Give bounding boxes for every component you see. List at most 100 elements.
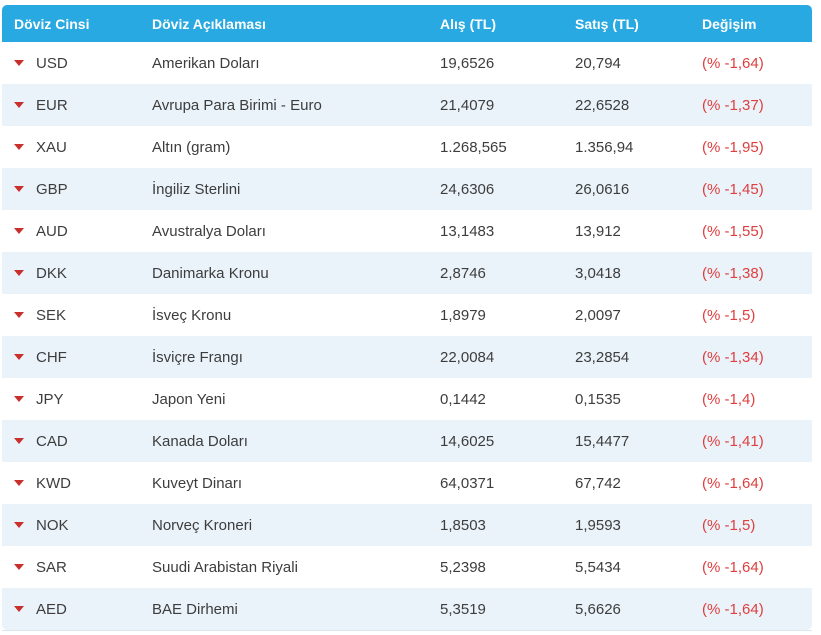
currency-code: KWD	[36, 474, 71, 492]
currency-description: İsveç Kronu	[152, 306, 232, 324]
table-row[interactable]: SAR Suudi Arabistan Riyali 5,2398 5,5434 (% …	[2, 546, 812, 588]
sell-rate: 5,5434	[575, 558, 621, 576]
currency-code-cell: SEK	[2, 307, 152, 324]
table-row[interactable]: EUR Avrupa Para Birimi - Euro 21,4079 22,65…	[2, 84, 812, 126]
table-row[interactable]: XAU Altın (gram) 1.268,565 1.356,94 (% -1,95…	[2, 126, 812, 168]
currency-description: Avrupa Para Birimi - Euro	[152, 96, 322, 114]
down-triangle-icon	[14, 102, 24, 108]
currency-code: XAU	[36, 138, 67, 156]
currency-code: AUD	[36, 222, 68, 240]
table-row[interactable]: AUD Avustralya Doları 13,1483 13,912 (% -1,5…	[2, 210, 812, 252]
change-percent: (% -1,37)	[702, 96, 764, 114]
currency-code-cell: GBP	[2, 181, 152, 198]
down-triangle-icon	[14, 354, 24, 360]
currency-description: BAE Dirhemi	[152, 600, 238, 618]
currency-code-cell: DKK	[2, 265, 152, 282]
change-percent: (% -1,64)	[702, 600, 764, 618]
table-row[interactable]: KWD Kuveyt Dinarı 64,0371 67,742 (% -1,64)	[2, 462, 812, 504]
table-row[interactable]: SEK İsveç Kronu 1,8979 2,0097 (% -1,5)	[2, 294, 812, 336]
down-triangle-icon	[14, 60, 24, 66]
table-row[interactable]: JPY Japon Yeni 0,1442 0,1535 (% -1,4)	[2, 378, 812, 420]
table-body: USD Amerikan Doları 19,6526 20,794 (% -1,64)…	[2, 42, 812, 631]
currency-description: Norveç Kroneri	[152, 516, 253, 534]
sell-rate: 67,742	[575, 474, 621, 492]
currency-code: USD	[36, 54, 68, 72]
currency-code-cell: SAR	[2, 559, 152, 576]
currency-code-cell: NOK	[2, 517, 152, 534]
buy-rate: 0,1442	[440, 390, 486, 408]
column-header-sell-rate: Satış (TL)	[575, 15, 639, 32]
currency-code: CHF	[36, 348, 67, 366]
sell-rate: 15,4477	[575, 432, 630, 450]
buy-rate: 64,0371	[440, 474, 495, 492]
currency-description: Danimarka Kronu	[152, 264, 269, 282]
currency-description: İngiliz Sterlini	[152, 180, 241, 198]
column-header-currency-description: Döviz Açıklaması	[152, 15, 266, 32]
sell-rate: 5,6626	[575, 600, 621, 618]
change-percent: (% -1,45)	[702, 180, 764, 198]
down-triangle-icon	[14, 480, 24, 486]
table-header: Döviz Cinsi Döviz Açıklaması Alış (TL) S…	[2, 5, 812, 42]
currency-description: İsviçre Frangı	[152, 348, 243, 366]
currency-code-cell: AUD	[2, 223, 152, 240]
change-percent: (% -1,95)	[702, 138, 764, 156]
down-triangle-icon	[14, 438, 24, 444]
down-triangle-icon	[14, 228, 24, 234]
currency-code: DKK	[36, 264, 67, 282]
sell-rate: 26,0616	[575, 180, 630, 198]
change-percent: (% -1,4)	[702, 390, 756, 408]
currency-description: Altın (gram)	[152, 138, 231, 156]
buy-rate: 21,4079	[440, 96, 495, 114]
sell-rate: 20,794	[575, 54, 621, 72]
currency-description: Suudi Arabistan Riyali	[152, 558, 298, 576]
down-triangle-icon	[14, 186, 24, 192]
currency-description: Kuveyt Dinarı	[152, 474, 243, 492]
buy-rate: 5,2398	[440, 558, 486, 576]
buy-rate: 1,8503	[440, 516, 486, 534]
currency-description: Amerikan Doları	[152, 54, 260, 72]
sell-rate: 2,0097	[575, 306, 621, 324]
sell-rate: 1,9593	[575, 516, 621, 534]
change-percent: (% -1,38)	[702, 264, 764, 282]
buy-rate: 22,0084	[440, 348, 495, 366]
down-triangle-icon	[14, 564, 24, 570]
currency-description: Avustralya Doları	[152, 222, 266, 240]
table-row[interactable]: USD Amerikan Doları 19,6526 20,794 (% -1,64)	[2, 42, 812, 84]
change-percent: (% -1,64)	[702, 54, 764, 72]
currency-code-cell: KWD	[2, 475, 152, 492]
currency-description: Japon Yeni	[152, 390, 226, 408]
table-row[interactable]: CAD Kanada Doları 14,6025 15,4477 (% -1,41)	[2, 420, 812, 462]
currency-code-cell: JPY	[2, 391, 152, 408]
currency-code-cell: EUR	[2, 97, 152, 114]
buy-rate: 2,8746	[440, 264, 486, 282]
currency-code-cell: CHF	[2, 349, 152, 366]
down-triangle-icon	[14, 312, 24, 318]
down-triangle-icon	[14, 522, 24, 528]
down-triangle-icon	[14, 606, 24, 612]
table-row[interactable]: AED BAE Dirhemi 5,3519 5,6626 (% -1,64)	[2, 588, 812, 630]
table-row[interactable]: NOK Norveç Kroneri 1,8503 1,9593 (% -1,5)	[2, 504, 812, 546]
change-percent: (% -1,41)	[702, 432, 764, 450]
column-header-buy-rate: Alış (TL)	[440, 15, 496, 32]
change-percent: (% -1,64)	[702, 558, 764, 576]
currency-code: SAR	[36, 558, 67, 576]
currency-code: GBP	[36, 180, 68, 198]
column-header-change: Değişim	[702, 15, 757, 32]
currency-code-cell: XAU	[2, 139, 152, 156]
sell-rate: 23,2854	[575, 348, 630, 366]
table-row[interactable]: GBP İngiliz Sterlini 24,6306 26,0616 (% -1,4…	[2, 168, 812, 210]
table-row[interactable]: DKK Danimarka Kronu 2,8746 3,0418 (% -1,38)	[2, 252, 812, 294]
sell-rate: 0,1535	[575, 390, 621, 408]
change-percent: (% -1,55)	[702, 222, 764, 240]
buy-rate: 5,3519	[440, 600, 486, 618]
currency-code: SEK	[36, 306, 67, 324]
currency-code: CAD	[36, 432, 68, 450]
currency-code: EUR	[36, 96, 68, 114]
change-percent: (% -1,34)	[702, 348, 764, 366]
down-triangle-icon	[14, 396, 24, 402]
down-triangle-icon	[14, 270, 24, 276]
buy-rate: 14,6025	[440, 432, 495, 450]
buy-rate: 19,6526	[440, 54, 495, 72]
table-row[interactable]: CHF İsviçre Frangı 22,0084 23,2854 (% -1,34)	[2, 336, 812, 378]
change-percent: (% -1,5)	[702, 306, 756, 324]
